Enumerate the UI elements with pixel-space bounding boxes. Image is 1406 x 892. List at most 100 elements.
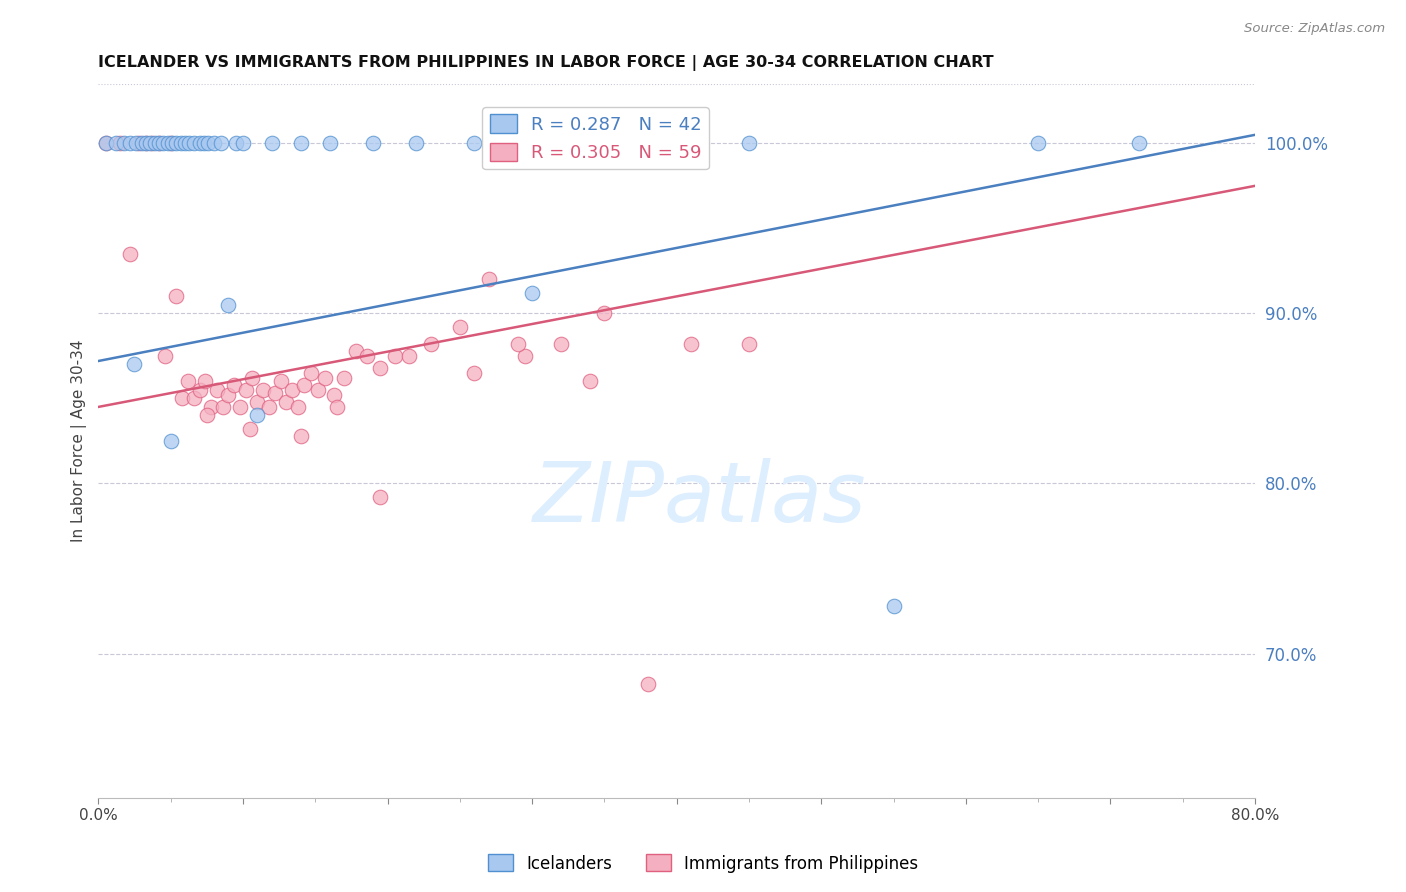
Point <box>170 136 193 151</box>
Point <box>246 409 269 423</box>
Point <box>108 136 131 151</box>
Point <box>681 337 703 351</box>
Point <box>188 136 211 151</box>
Point <box>156 136 179 151</box>
Point <box>1026 136 1049 151</box>
Point <box>344 343 367 358</box>
Point <box>174 136 197 151</box>
Point <box>120 247 142 261</box>
Point <box>281 383 304 397</box>
Point <box>368 490 391 504</box>
Point <box>593 306 616 320</box>
Point <box>224 377 246 392</box>
Legend: R = 0.287   N = 42, R = 0.305   N = 59: R = 0.287 N = 42, R = 0.305 N = 59 <box>482 107 709 169</box>
Point <box>135 136 157 151</box>
Point <box>260 136 283 151</box>
Point <box>193 136 215 151</box>
Point <box>520 285 543 300</box>
Point <box>197 136 219 151</box>
Point <box>148 136 170 151</box>
Point <box>131 136 153 151</box>
Point <box>188 383 211 397</box>
Point <box>232 136 254 151</box>
Point <box>478 272 501 286</box>
Point <box>299 366 322 380</box>
Point <box>165 289 187 303</box>
Point <box>183 136 205 151</box>
Point <box>333 371 356 385</box>
Point <box>165 136 187 151</box>
Point <box>270 375 292 389</box>
Point <box>195 409 218 423</box>
Point <box>506 337 529 351</box>
Point <box>94 136 117 151</box>
Point <box>240 371 263 385</box>
Point <box>120 136 142 151</box>
Point <box>252 383 274 397</box>
Point <box>104 136 127 151</box>
Point <box>125 136 148 151</box>
Point <box>152 136 174 151</box>
Point <box>665 136 688 151</box>
Point <box>449 320 471 334</box>
Point <box>153 349 176 363</box>
Point <box>235 383 257 397</box>
Point <box>148 136 170 151</box>
Point <box>368 360 391 375</box>
Point <box>159 136 181 151</box>
Text: Source: ZipAtlas.com: Source: ZipAtlas.com <box>1244 22 1385 36</box>
Point <box>94 136 117 151</box>
Point <box>172 392 194 406</box>
Point <box>217 298 239 312</box>
Point <box>194 375 217 389</box>
Point <box>143 136 166 151</box>
Point <box>211 400 233 414</box>
Point <box>183 392 205 406</box>
Point <box>239 422 262 436</box>
Point <box>160 136 183 151</box>
Point <box>356 349 378 363</box>
Point <box>637 136 659 151</box>
Point <box>326 400 349 414</box>
Point <box>323 388 346 402</box>
Point <box>398 349 420 363</box>
Point <box>179 136 201 151</box>
Point <box>141 136 163 151</box>
Point <box>463 136 485 151</box>
Point <box>124 358 146 372</box>
Point <box>738 136 761 151</box>
Point <box>292 377 315 392</box>
Point <box>128 136 150 151</box>
Point <box>139 136 162 151</box>
Point <box>276 394 298 409</box>
Point <box>405 136 427 151</box>
Point <box>738 337 761 351</box>
Text: ZIPatlas: ZIPatlas <box>533 458 866 539</box>
Point <box>257 400 280 414</box>
Point <box>463 366 485 380</box>
Point <box>290 429 312 443</box>
Point <box>112 136 135 151</box>
Point <box>246 394 269 409</box>
Point <box>229 400 252 414</box>
Point <box>177 375 200 389</box>
Point <box>307 383 329 397</box>
Point <box>202 136 225 151</box>
Point <box>205 383 228 397</box>
Point <box>1128 136 1150 151</box>
Point <box>287 400 309 414</box>
Point <box>217 388 239 402</box>
Point <box>200 400 222 414</box>
Point <box>290 136 312 151</box>
Point <box>135 136 157 151</box>
Text: ICELANDER VS IMMIGRANTS FROM PHILIPPINES IN LABOR FORCE | AGE 30-34 CORRELATION : ICELANDER VS IMMIGRANTS FROM PHILIPPINES… <box>98 55 994 71</box>
Point <box>579 375 602 389</box>
Point <box>159 434 181 448</box>
Point <box>384 349 406 363</box>
Point <box>637 677 659 691</box>
Point <box>209 136 232 151</box>
Point <box>883 599 905 613</box>
Legend: Icelanders, Immigrants from Philippines: Icelanders, Immigrants from Philippines <box>481 847 925 880</box>
Point <box>314 371 336 385</box>
Point <box>263 386 285 401</box>
